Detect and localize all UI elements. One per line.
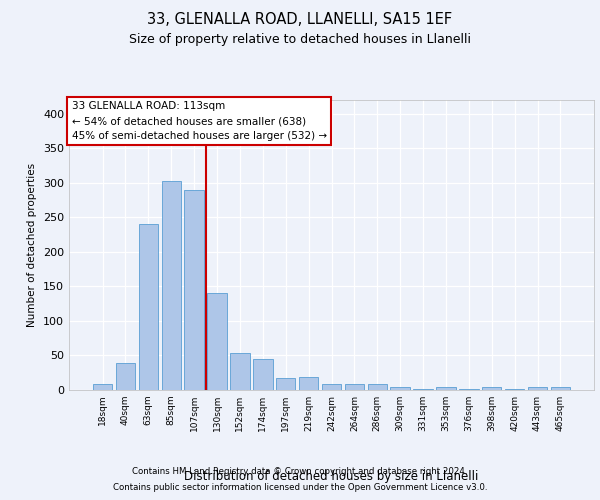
Bar [413, 388, 433, 390]
Bar [299, 377, 319, 390]
Bar [436, 387, 455, 390]
Bar [93, 384, 112, 390]
Bar [116, 363, 135, 390]
Bar [368, 384, 387, 390]
Bar [184, 190, 204, 390]
Bar [139, 224, 158, 390]
Bar [482, 387, 502, 390]
Bar [391, 386, 410, 390]
Text: Contains HM Land Registry data © Crown copyright and database right 2024.: Contains HM Land Registry data © Crown c… [132, 467, 468, 476]
Bar [344, 384, 364, 390]
Bar [276, 378, 295, 390]
X-axis label: Distribution of detached houses by size in Llanelli: Distribution of detached houses by size … [184, 470, 479, 483]
Text: Contains public sector information licensed under the Open Government Licence v3: Contains public sector information licen… [113, 484, 487, 492]
Text: 33 GLENALLA ROAD: 113sqm
← 54% of detached houses are smaller (638)
45% of semi-: 33 GLENALLA ROAD: 113sqm ← 54% of detach… [71, 102, 327, 141]
Bar [230, 352, 250, 390]
Bar [322, 384, 341, 390]
Bar [551, 387, 570, 390]
Text: 33, GLENALLA ROAD, LLANELLI, SA15 1EF: 33, GLENALLA ROAD, LLANELLI, SA15 1EF [148, 12, 452, 28]
Bar [253, 359, 272, 390]
Text: Size of property relative to detached houses in Llanelli: Size of property relative to detached ho… [129, 32, 471, 46]
Bar [528, 387, 547, 390]
Bar [161, 181, 181, 390]
Y-axis label: Number of detached properties: Number of detached properties [28, 163, 37, 327]
Bar [208, 292, 227, 390]
